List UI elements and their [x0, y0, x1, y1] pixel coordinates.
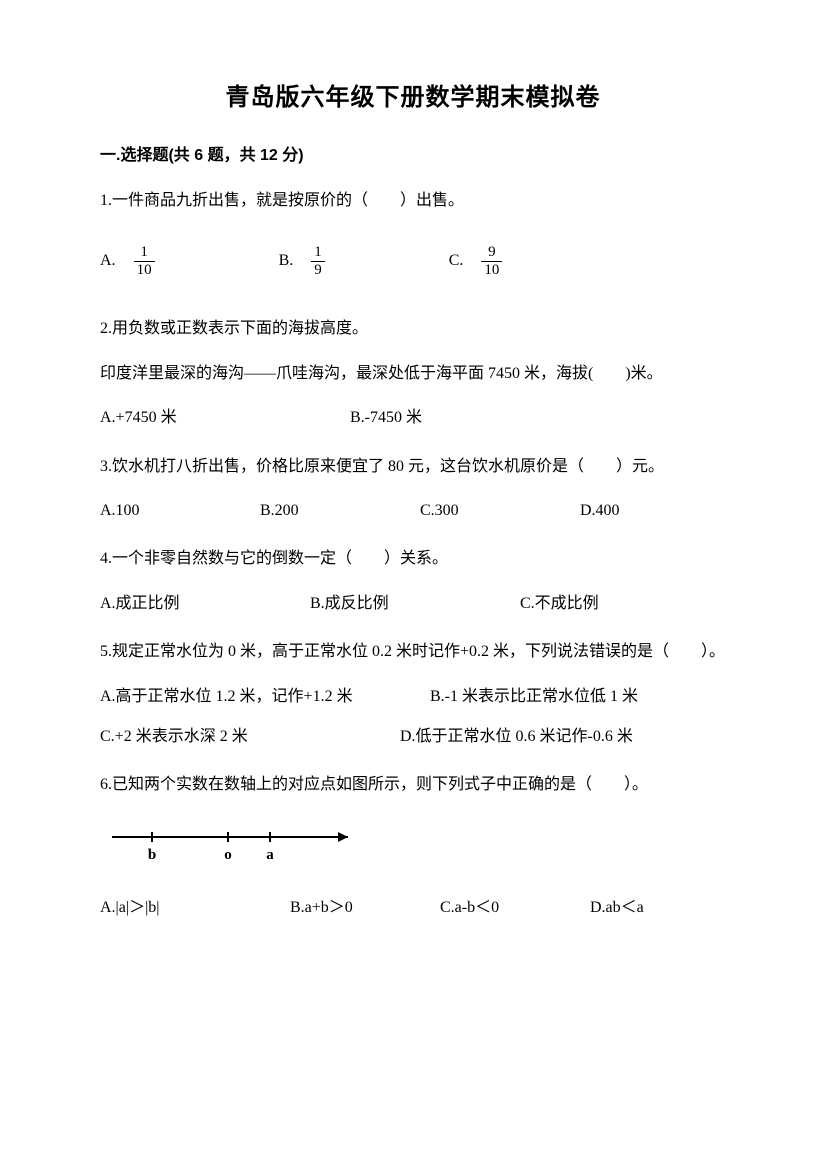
q5-stem: 5.规定正常水位为 0 米，高于正常水位 0.2 米时记作+0.2 米，下列说法…: [100, 637, 726, 667]
question-2: 2.用负数或正数表示下面的海拔高度。 印度洋里最深的海沟——爪哇海沟，最深处低于…: [100, 314, 726, 433]
q4-opt-b: B.成反比例: [310, 589, 520, 619]
q6-opt-a: A.|a|＞|b|: [100, 893, 290, 923]
q1-a-den: 10: [134, 262, 155, 279]
q2-opt-a: A.+7450 米: [100, 403, 350, 433]
q3-stem: 3.饮水机打八折出售，价格比原来便宜了 80 元，这台饮水机原价是（ ）元。: [100, 452, 726, 482]
question-3: 3.饮水机打八折出售，价格比原来便宜了 80 元，这台饮水机原价是（ ）元。 A…: [100, 452, 726, 527]
q1-a-num: 1: [134, 244, 155, 262]
q6-opt-d: D.ab＜a: [590, 893, 644, 923]
q2-stem: 2.用负数或正数表示下面的海拔高度。: [100, 314, 726, 344]
q6-opt-b: B.a+b＞0: [290, 893, 440, 923]
page-title: 青岛版六年级下册数学期末模拟卷: [100, 80, 726, 116]
q1-b-den: 9: [311, 262, 325, 279]
nl-label-b: b: [148, 847, 156, 863]
q6-opt-c: C.a-b＜0: [440, 893, 590, 923]
q1-c-den: 10: [481, 262, 502, 279]
q1-a-label: A.: [100, 246, 116, 276]
nl-label-o: o: [224, 847, 232, 863]
q1-b-num: 1: [311, 244, 325, 262]
section-1-header: 一.选择题(共 6 题，共 12 分): [100, 144, 726, 168]
q2-body: 印度洋里最深的海沟——爪哇海沟，最深处低于海平面 7450 米，海拔( )米。: [100, 359, 726, 389]
numberline-icon: b o a: [108, 823, 368, 867]
q5-options-row1: A.高于正常水位 1.2 米，记作+1.2 米 B.-1 米表示比正常水位低 1…: [100, 682, 726, 712]
q5-opt-a: A.高于正常水位 1.2 米，记作+1.2 米: [100, 682, 430, 712]
q3-options: A.100 B.200 C.300 D.400: [100, 496, 726, 526]
q1-c-label: C.: [449, 246, 464, 276]
q1-b-label: B.: [279, 246, 294, 276]
q6-numberline: b o a: [108, 823, 726, 867]
nl-label-a: a: [266, 847, 274, 863]
q6-options: A.|a|＞|b| B.a+b＞0 C.a-b＜0 D.ab＜a: [100, 893, 726, 923]
q2-options: A.+7450 米 B.-7450 米: [100, 403, 726, 433]
q1-c-fraction-icon: 9 10: [481, 244, 502, 278]
q6-stem: 6.已知两个实数在数轴上的对应点如图所示，则下列式子中正确的是（ ）。: [100, 770, 726, 800]
question-5: 5.规定正常水位为 0 米，高于正常水位 0.2 米时记作+0.2 米，下列说法…: [100, 637, 726, 752]
q3-opt-c: C.300: [420, 496, 580, 526]
q1-a-fraction-icon: 1 10: [134, 244, 155, 278]
q5-opt-b: B.-1 米表示比正常水位低 1 米: [430, 682, 638, 712]
q4-options: A.成正比例 B.成反比例 C.不成比例: [100, 589, 726, 619]
question-6: 6.已知两个实数在数轴上的对应点如图所示，则下列式子中正确的是（ ）。 b o …: [100, 770, 726, 923]
q1-options: A. 1 10 B. 1 9 C. 9 10: [100, 244, 726, 278]
q1-stem: 1.一件商品九折出售，就是按原价的（ ）出售。: [100, 186, 726, 216]
q5-options-row2: C.+2 米表示水深 2 米 D.低于正常水位 0.6 米记作-0.6 米: [100, 722, 726, 752]
q3-opt-b: B.200: [260, 496, 420, 526]
q1-c-num: 9: [481, 244, 502, 262]
q3-opt-d: D.400: [580, 496, 620, 526]
q3-opt-a: A.100: [100, 496, 260, 526]
q4-opt-a: A.成正比例: [100, 589, 310, 619]
q5-opt-d: D.低于正常水位 0.6 米记作-0.6 米: [400, 722, 633, 752]
q2-opt-b: B.-7450 米: [350, 403, 422, 433]
q1-b-fraction-icon: 1 9: [311, 244, 325, 278]
q4-opt-c: C.不成比例: [520, 589, 599, 619]
question-4: 4.一个非零自然数与它的倒数一定（ ）关系。 A.成正比例 B.成反比例 C.不…: [100, 544, 726, 619]
q4-stem: 4.一个非零自然数与它的倒数一定（ ）关系。: [100, 544, 726, 574]
q5-opt-c: C.+2 米表示水深 2 米: [100, 722, 400, 752]
question-1: 1.一件商品九折出售，就是按原价的（ ）出售。 A. 1 10 B. 1 9 C…: [100, 186, 726, 278]
